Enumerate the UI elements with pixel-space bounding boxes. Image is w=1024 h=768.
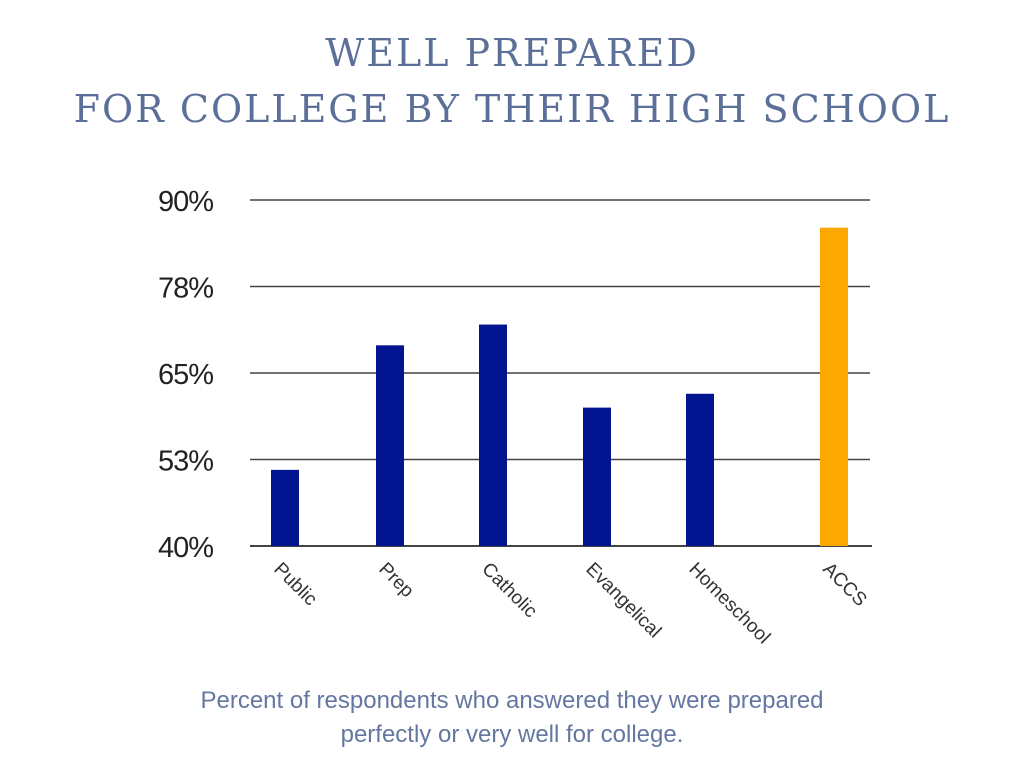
x-tick-label: Public	[269, 559, 320, 610]
x-tick-label: Catholic	[477, 559, 540, 622]
y-tick-label: 65%	[158, 359, 213, 391]
x-tick-label: ACCS	[818, 559, 870, 611]
y-tick-label: 53%	[158, 446, 213, 478]
caption-line-1: Percent of respondents who answered they…	[200, 687, 824, 714]
bar-public	[271, 469, 299, 546]
bar-accs	[820, 227, 848, 546]
y-tick-label: 78%	[158, 273, 213, 305]
chart-title-line-2: FOR COLLEGE BY THEIR HIGH SCHOOL	[73, 87, 951, 131]
x-tick-label: Evangelical	[581, 559, 665, 643]
chart-title-line-1: WELL PREPARED	[325, 31, 699, 75]
y-tick-label: 40%	[158, 532, 213, 564]
chart-caption: Percent of respondents who answered they…	[0, 684, 1024, 752]
bar-homeschool	[686, 393, 714, 546]
bar-prep	[376, 345, 404, 546]
y-tick-label: 90%	[158, 186, 213, 218]
bar-catholic	[479, 324, 507, 546]
x-tick-label: Prep	[374, 559, 417, 602]
caption-line-2: perfectly or very well for college.	[340, 721, 684, 748]
x-tick-label: Homeschool	[684, 559, 774, 649]
bar-evangelical	[583, 407, 611, 546]
